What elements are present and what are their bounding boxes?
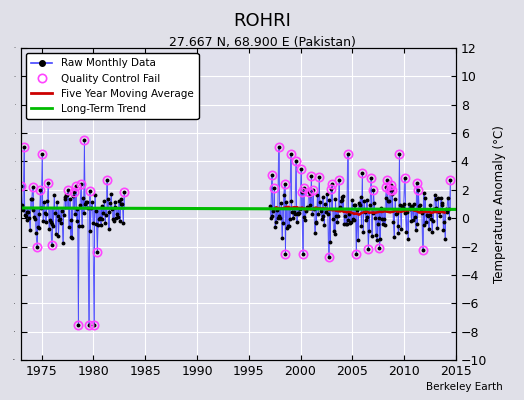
Text: 27.667 N, 68.900 E (Pakistan): 27.667 N, 68.900 E (Pakistan) bbox=[169, 36, 355, 49]
Text: ROHRI: ROHRI bbox=[233, 12, 291, 30]
Legend: Raw Monthly Data, Quality Control Fail, Five Year Moving Average, Long-Term Tren: Raw Monthly Data, Quality Control Fail, … bbox=[26, 53, 199, 119]
Y-axis label: Temperature Anomaly (°C): Temperature Anomaly (°C) bbox=[493, 125, 506, 283]
Text: Berkeley Earth: Berkeley Earth bbox=[427, 382, 503, 392]
